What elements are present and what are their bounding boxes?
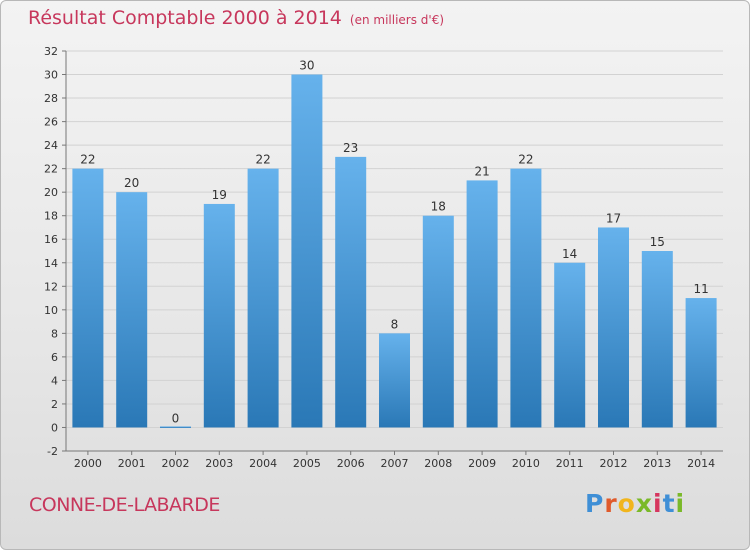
bar-value-label: 8 — [391, 317, 399, 331]
x-tick-label: 2008 — [424, 457, 452, 470]
y-tick-label: 6 — [51, 351, 58, 364]
logo-letter: i — [653, 489, 663, 518]
x-tick-label: 2010 — [512, 457, 540, 470]
bar-value-label: 22 — [255, 153, 270, 167]
bar-value-label: 0 — [172, 411, 180, 425]
x-tick-label: 2004 — [249, 457, 277, 470]
x-tick-label: 2013 — [643, 457, 671, 470]
bar — [510, 168, 542, 428]
y-tick-label: 10 — [44, 304, 58, 317]
y-tick-label: 20 — [44, 186, 58, 199]
bar — [72, 168, 104, 428]
y-tick-label: 24 — [44, 139, 58, 152]
x-tick-label: 2006 — [337, 457, 365, 470]
logo-letter: t — [662, 489, 676, 518]
y-tick-label: 14 — [44, 257, 58, 270]
x-tick-label: 2011 — [556, 457, 584, 470]
y-tick-label: 16 — [44, 233, 58, 246]
x-tick-label: 2014 — [687, 457, 715, 470]
y-tick-label: 26 — [44, 116, 58, 129]
y-tick-label: 28 — [44, 92, 58, 105]
y-tick-label: 8 — [51, 327, 58, 340]
logo-letter: o — [617, 489, 636, 518]
bar-value-label: 22 — [80, 153, 95, 167]
bar-value-label: 18 — [431, 200, 446, 214]
x-tick-label: 2009 — [468, 457, 496, 470]
bar — [335, 156, 367, 428]
y-tick-label: 12 — [44, 280, 58, 293]
logo-letter: r — [604, 489, 618, 518]
bar-value-label: 21 — [474, 164, 489, 178]
chart-title-unit: (en milliers d'€) — [349, 13, 445, 27]
commune-name: CONNE-DE-LABARDE — [29, 494, 220, 516]
bar — [203, 203, 235, 428]
x-tick-label: 2012 — [600, 457, 628, 470]
y-tick-label: 4 — [51, 374, 58, 387]
y-tick-label: 18 — [44, 210, 58, 223]
chart-title: Résultat Comptable 2000 à 2014 (en millie… — [28, 7, 444, 29]
bar-value-label: 19 — [212, 188, 227, 202]
bar — [685, 298, 717, 428]
bar-value-label: 30 — [299, 59, 314, 73]
x-tick-label: 2005 — [293, 457, 321, 470]
bar — [422, 215, 454, 428]
bar-value-label: 22 — [518, 153, 533, 167]
y-tick-label: 0 — [51, 421, 58, 434]
x-tick-label: 2000 — [74, 457, 102, 470]
chart-title-main: Résultat Comptable 2000 à 2014 — [28, 7, 342, 29]
bar — [116, 192, 148, 428]
bar — [160, 426, 191, 428]
proxiti-logo: Proxiti — [585, 489, 685, 518]
bar — [291, 74, 323, 428]
bar-value-label: 14 — [562, 247, 577, 261]
bar-value-label: 20 — [124, 176, 139, 190]
bar-value-label: 23 — [343, 141, 358, 155]
bar-value-label: 15 — [650, 235, 665, 249]
y-tick-label: -2 — [47, 445, 58, 458]
x-tick-label: 2007 — [381, 457, 409, 470]
logo-letter: x — [635, 489, 653, 518]
bar — [379, 333, 410, 428]
bar — [466, 180, 498, 428]
logo-letter: i — [675, 489, 686, 518]
y-tick-label: 32 — [44, 45, 58, 58]
logo-letter: P — [585, 489, 605, 518]
y-tick-label: 30 — [44, 69, 58, 82]
bar — [554, 262, 586, 428]
x-tick-label: 2001 — [118, 457, 146, 470]
y-tick-label: 2 — [51, 398, 58, 411]
x-tick-label: 2002 — [162, 457, 190, 470]
bar — [641, 251, 673, 428]
bar — [247, 168, 279, 428]
bar-value-label: 11 — [693, 282, 708, 296]
x-tick-label: 2003 — [205, 457, 233, 470]
bar — [598, 227, 629, 428]
y-tick-label: 22 — [44, 163, 58, 176]
bar-value-label: 17 — [606, 211, 621, 225]
